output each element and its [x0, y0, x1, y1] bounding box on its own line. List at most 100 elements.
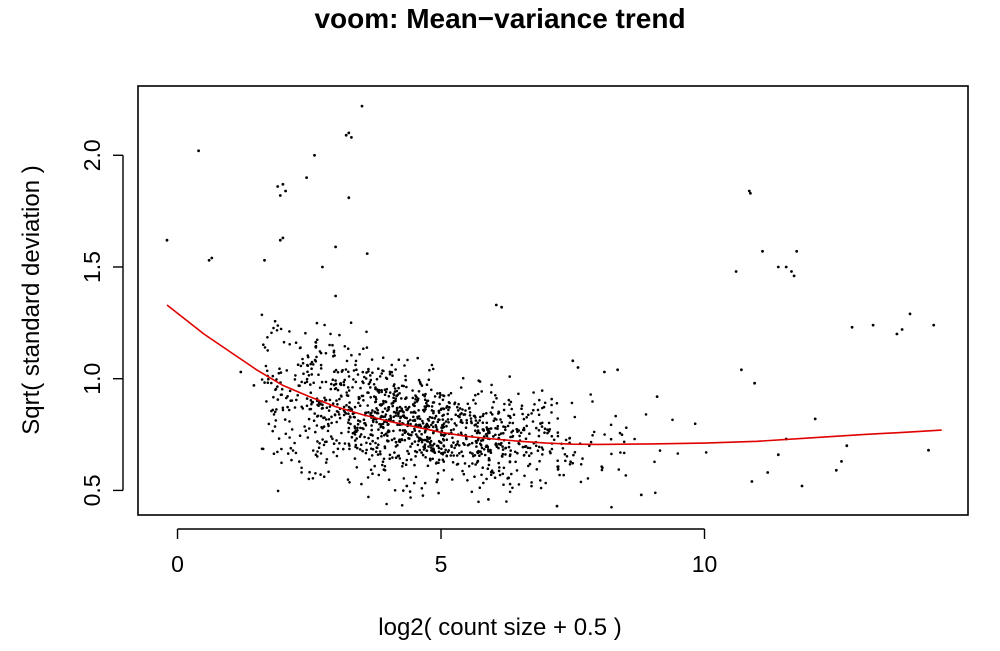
- data-point: [412, 415, 415, 419]
- data-point: [460, 450, 463, 454]
- data-point: [387, 394, 391, 398]
- data-point: [472, 398, 475, 402]
- data-point: [437, 450, 441, 454]
- data-point: [425, 399, 429, 403]
- data-point: [494, 433, 497, 437]
- data-point: [367, 495, 370, 499]
- data-point: [381, 410, 385, 414]
- data-point: [356, 426, 359, 430]
- data-point: [312, 419, 316, 423]
- data-point: [393, 489, 397, 492]
- data-point: [322, 443, 326, 447]
- data-point: [315, 321, 319, 325]
- data-point: [342, 413, 346, 417]
- data-point: [521, 412, 524, 416]
- data-point: [537, 445, 541, 449]
- y-tick-label: 1.0: [79, 363, 105, 395]
- data-point: [381, 460, 385, 464]
- data-point: [398, 428, 402, 432]
- data-point: [364, 377, 368, 380]
- data-point: [341, 368, 344, 372]
- data-point: [260, 447, 264, 451]
- data-point: [271, 374, 275, 378]
- data-point: [366, 391, 369, 394]
- data-point: [589, 440, 593, 444]
- data-point: [435, 480, 439, 484]
- data-point: [360, 482, 363, 486]
- data-point: [381, 425, 385, 429]
- data-point: [345, 403, 348, 407]
- data-point: [407, 436, 410, 440]
- data-point: [375, 446, 379, 449]
- data-point: [487, 457, 491, 460]
- data-point: [293, 406, 297, 409]
- data-point: [338, 382, 342, 386]
- data-point: [479, 450, 482, 453]
- data-point: [278, 238, 282, 242]
- data-point: [312, 363, 315, 366]
- data-point: [362, 347, 365, 351]
- data-point: [327, 424, 330, 428]
- data-point: [380, 415, 384, 418]
- data-point: [300, 466, 303, 470]
- data-point: [330, 382, 333, 386]
- data-point: [367, 382, 371, 386]
- data-point: [302, 372, 305, 376]
- data-point: [418, 448, 422, 452]
- data-point: [365, 252, 369, 256]
- data-point: [442, 434, 446, 438]
- data-point: [494, 426, 497, 430]
- data-point: [275, 378, 278, 381]
- data-point: [445, 424, 448, 428]
- data-point: [392, 410, 396, 414]
- data-point: [375, 407, 378, 410]
- data-point: [274, 387, 278, 391]
- data-point: [467, 464, 471, 468]
- data-point: [502, 466, 506, 470]
- data-point: [411, 396, 415, 400]
- data-point: [398, 392, 401, 395]
- data-point: [305, 380, 309, 384]
- data-point: [834, 468, 838, 472]
- data-point: [527, 464, 530, 468]
- trend-line-layer: [166, 304, 942, 446]
- data-point: [413, 401, 417, 404]
- data-point: [374, 386, 377, 389]
- data-point: [389, 414, 392, 418]
- data-point: [365, 448, 368, 452]
- data-point: [530, 484, 533, 488]
- data-point: [386, 423, 390, 427]
- data-point: [360, 104, 364, 108]
- data-point: [432, 409, 435, 413]
- data-point: [489, 391, 493, 394]
- data-point: [348, 444, 351, 447]
- data-point: [316, 455, 319, 458]
- data-point: [394, 397, 398, 401]
- data-point: [369, 468, 373, 472]
- data-point: [210, 256, 214, 260]
- data-point: [528, 446, 532, 450]
- data-point: [502, 431, 505, 435]
- data-point: [343, 378, 347, 382]
- data-point: [333, 413, 337, 416]
- data-point: [463, 413, 467, 416]
- data-point: [489, 450, 492, 453]
- data-point: [394, 368, 397, 371]
- data-point: [401, 409, 404, 413]
- data-point: [511, 486, 514, 490]
- data-point: [430, 423, 433, 427]
- data-point: [402, 384, 406, 388]
- data-point: [456, 405, 459, 409]
- data-point: [411, 403, 415, 406]
- data-point: [541, 448, 545, 451]
- data-point: [344, 368, 348, 371]
- data-point: [932, 323, 936, 327]
- data-point: [456, 440, 460, 443]
- data-point: [481, 428, 485, 431]
- data-point: [391, 374, 394, 378]
- data-point: [438, 418, 441, 422]
- data-point: [423, 394, 427, 398]
- data-point: [316, 450, 319, 453]
- data-point: [579, 480, 583, 484]
- data-point: [359, 426, 362, 430]
